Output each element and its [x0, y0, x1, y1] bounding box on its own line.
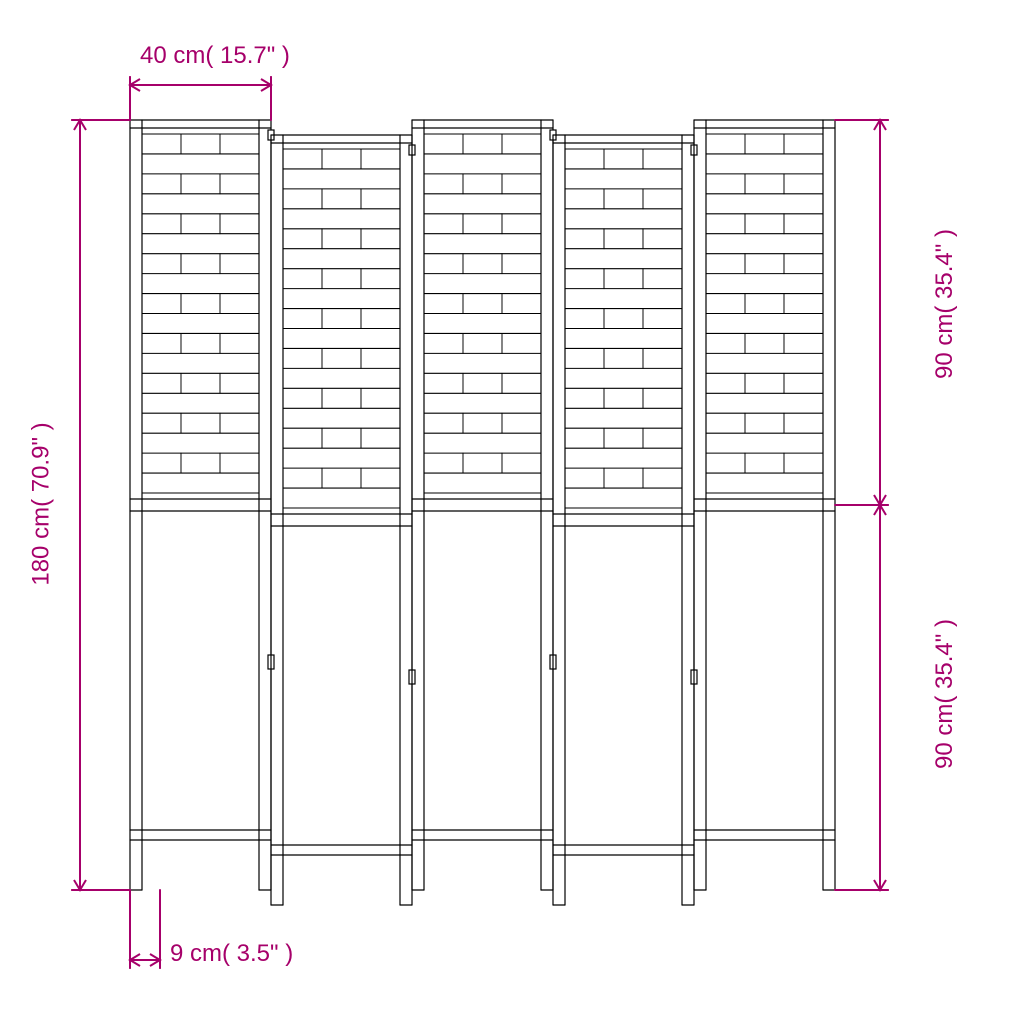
- dim-bottom-height: 90 cm( 35.4" ): [931, 619, 959, 769]
- dim-top-height: 90 cm( 35.4" ): [931, 229, 959, 379]
- dim-leg-width: 9 cm( 3.5" ): [170, 940, 293, 968]
- dim-total-height: 180 cm( 70.9" ): [28, 422, 56, 585]
- dim-panel-width: 40 cm( 15.7" ): [140, 42, 290, 70]
